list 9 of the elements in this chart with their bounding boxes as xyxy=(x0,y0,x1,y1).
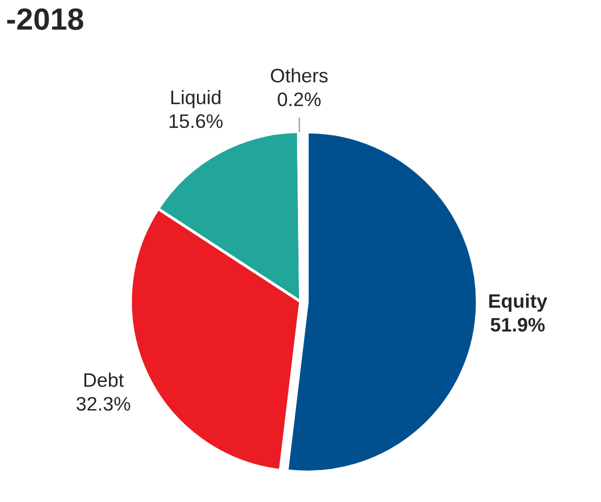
slice-label: Equity xyxy=(489,294,548,312)
data-label: 15.6% xyxy=(170,114,223,128)
slice-label: Debt xyxy=(84,372,124,387)
slice-label: Others xyxy=(270,68,328,82)
chart-title: -2018 xyxy=(7,8,84,30)
data-label: 32.3% xyxy=(76,396,130,411)
slice-label: Liquid xyxy=(171,90,220,108)
data-label: 0.2% xyxy=(278,92,321,106)
data-label: 51.9% xyxy=(490,318,545,332)
